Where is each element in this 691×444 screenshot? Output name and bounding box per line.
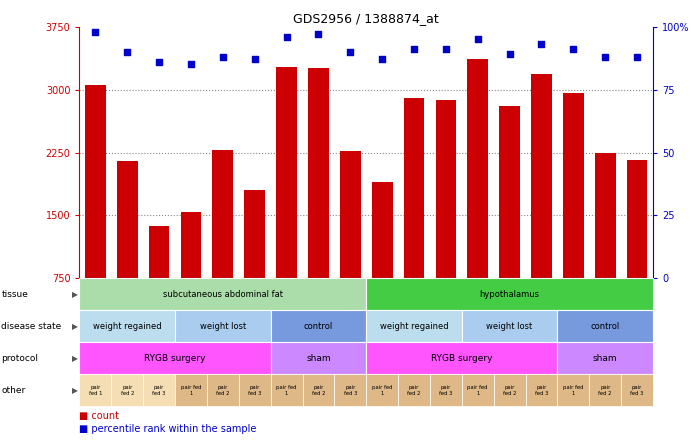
- Text: ■ count: ■ count: [79, 411, 120, 421]
- Text: pair
fed 3: pair fed 3: [535, 385, 548, 396]
- Point: [632, 53, 643, 60]
- Point: [408, 46, 419, 53]
- Text: subcutaneous abdominal fat: subcutaneous abdominal fat: [163, 290, 283, 299]
- Bar: [340, 151, 361, 278]
- Text: weight regained: weight regained: [380, 322, 448, 331]
- Text: ▶: ▶: [71, 386, 77, 395]
- Text: pair
fed 2: pair fed 2: [120, 385, 134, 396]
- Bar: [627, 160, 647, 278]
- Point: [504, 51, 515, 58]
- Bar: [180, 212, 201, 278]
- Bar: [213, 150, 233, 278]
- Text: ▶: ▶: [71, 354, 77, 363]
- Text: tissue: tissue: [1, 290, 28, 299]
- Point: [440, 46, 451, 53]
- Text: pair
fed 2: pair fed 2: [407, 385, 421, 396]
- Point: [377, 56, 388, 63]
- Text: sham: sham: [306, 354, 331, 363]
- Text: pair
fed 2: pair fed 2: [503, 385, 516, 396]
- Text: pair fed
1: pair fed 1: [181, 385, 201, 396]
- Text: other: other: [1, 386, 26, 395]
- Text: pair
fed 2: pair fed 2: [312, 385, 325, 396]
- Point: [600, 53, 611, 60]
- Text: control: control: [304, 322, 333, 331]
- Point: [345, 48, 356, 56]
- Bar: [117, 161, 138, 278]
- Point: [90, 28, 101, 35]
- Bar: [149, 226, 169, 278]
- Text: weight regained: weight regained: [93, 322, 162, 331]
- Point: [568, 46, 579, 53]
- Bar: [245, 190, 265, 278]
- Point: [217, 53, 228, 60]
- Point: [313, 31, 324, 38]
- Text: ■ percentile rank within the sample: ■ percentile rank within the sample: [79, 424, 257, 434]
- Text: hypothalamus: hypothalamus: [480, 290, 540, 299]
- Bar: [563, 93, 584, 278]
- Text: protocol: protocol: [1, 354, 39, 363]
- Text: pair
fed 2: pair fed 2: [216, 385, 229, 396]
- Bar: [308, 68, 329, 278]
- Text: pair fed
1: pair fed 1: [276, 385, 297, 396]
- Text: sham: sham: [593, 354, 618, 363]
- Text: RYGB surgery: RYGB surgery: [144, 354, 206, 363]
- Point: [122, 48, 133, 56]
- Point: [472, 36, 483, 43]
- Bar: [435, 100, 456, 278]
- Point: [185, 61, 196, 68]
- Bar: [467, 59, 488, 278]
- Text: pair
fed 1: pair fed 1: [88, 385, 102, 396]
- Text: pair
fed 3: pair fed 3: [439, 385, 453, 396]
- Text: ▶: ▶: [71, 290, 77, 299]
- Text: pair
fed 3: pair fed 3: [630, 385, 644, 396]
- Text: pair fed
1: pair fed 1: [372, 385, 392, 396]
- Text: pair
fed 3: pair fed 3: [153, 385, 166, 396]
- Text: pair
fed 2: pair fed 2: [598, 385, 612, 396]
- Text: weight lost: weight lost: [486, 322, 533, 331]
- Point: [281, 33, 292, 40]
- Text: pair
fed 3: pair fed 3: [248, 385, 261, 396]
- Bar: [404, 98, 424, 278]
- Text: pair fed
1: pair fed 1: [563, 385, 584, 396]
- Text: pair
fed 3: pair fed 3: [343, 385, 357, 396]
- Text: pair fed
1: pair fed 1: [468, 385, 488, 396]
- Bar: [276, 67, 297, 278]
- Point: [536, 41, 547, 48]
- Point: [249, 56, 261, 63]
- Text: ▶: ▶: [71, 322, 77, 331]
- Bar: [500, 106, 520, 278]
- Title: GDS2956 / 1388874_at: GDS2956 / 1388874_at: [294, 12, 439, 25]
- Bar: [85, 84, 106, 278]
- Point: [153, 58, 164, 65]
- Text: weight lost: weight lost: [200, 322, 246, 331]
- Bar: [531, 75, 552, 278]
- Bar: [372, 182, 392, 278]
- Text: RYGB surgery: RYGB surgery: [431, 354, 493, 363]
- Text: disease state: disease state: [1, 322, 61, 331]
- Text: control: control: [591, 322, 620, 331]
- Bar: [595, 153, 616, 278]
